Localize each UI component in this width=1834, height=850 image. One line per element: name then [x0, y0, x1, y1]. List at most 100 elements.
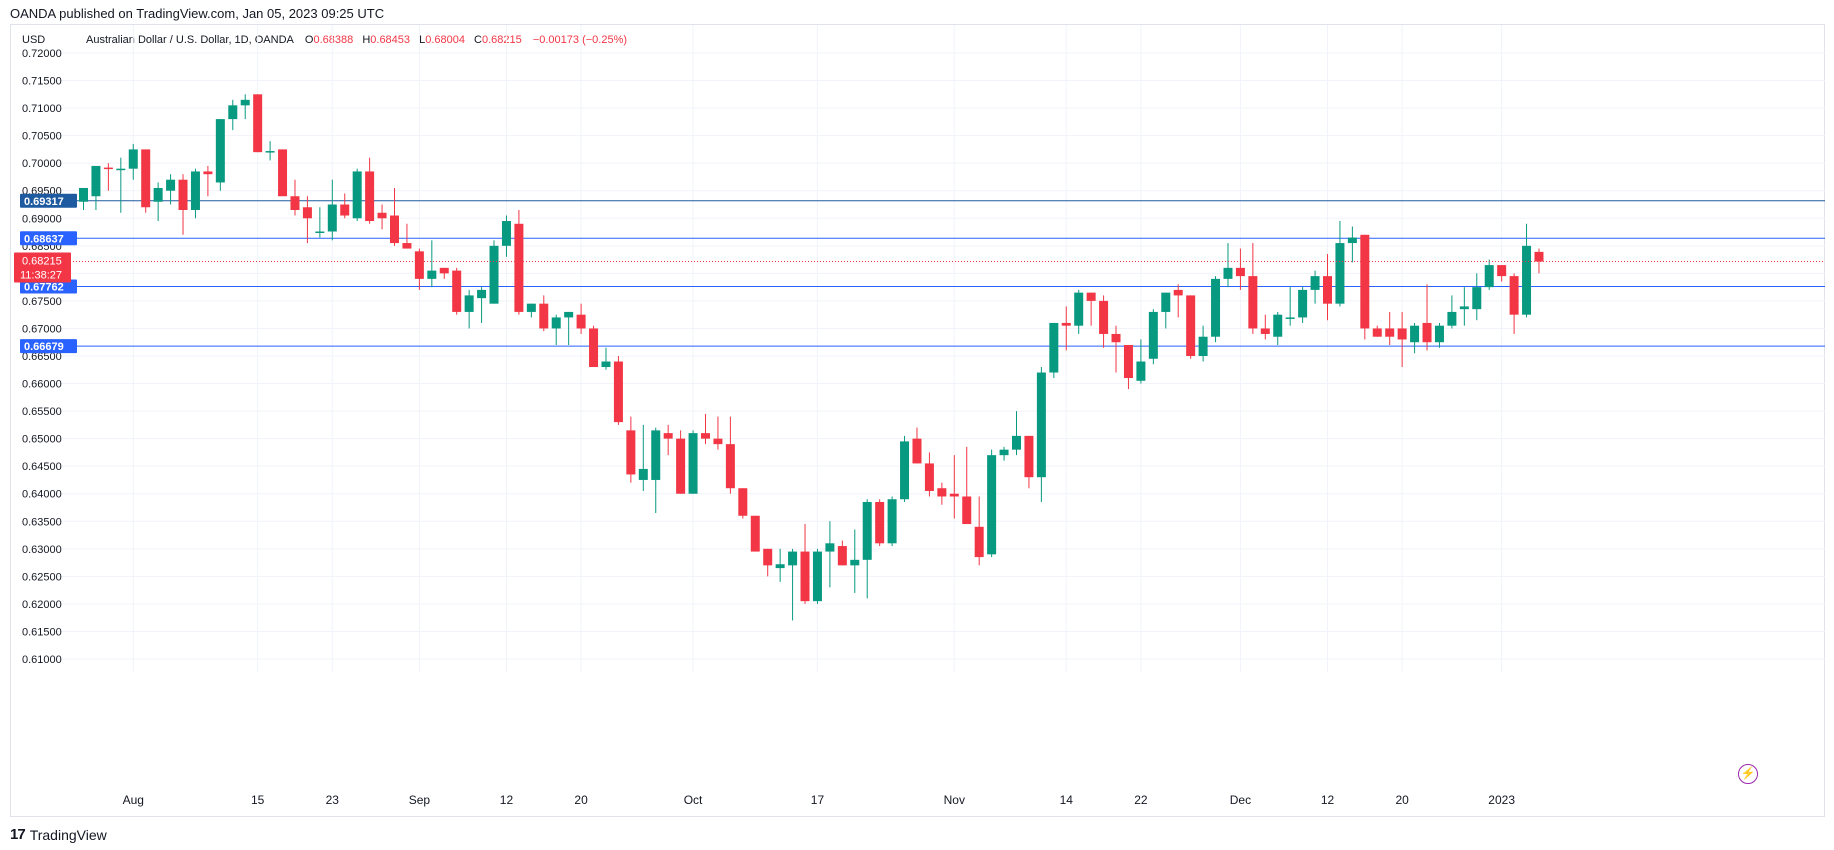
candle-body[interactable] — [887, 499, 897, 544]
candle-body[interactable] — [1012, 435, 1021, 450]
candle-body[interactable] — [178, 179, 188, 211]
candle-body[interactable] — [875, 501, 885, 544]
candle-body[interactable] — [166, 179, 176, 191]
candle-body[interactable] — [340, 204, 350, 216]
candle-body[interactable] — [103, 167, 113, 170]
candle-body[interactable] — [1061, 322, 1071, 326]
candle-body[interactable] — [1434, 325, 1444, 343]
candle-body[interactable] — [1049, 322, 1059, 373]
candle-body[interactable] — [1372, 328, 1382, 337]
candle-body[interactable] — [626, 430, 636, 475]
candle-body[interactable] — [713, 438, 723, 445]
candle-body[interactable] — [526, 303, 536, 312]
candle-body[interactable] — [1186, 295, 1196, 356]
candle-body[interactable] — [352, 171, 362, 219]
candle-body[interactable] — [439, 267, 449, 274]
candle-body[interactable] — [1173, 289, 1183, 296]
candle-body[interactable] — [1484, 265, 1494, 288]
candle-body[interactable] — [651, 430, 661, 480]
candle-body[interactable] — [1285, 317, 1295, 319]
candle-body[interactable] — [937, 488, 947, 497]
candle-body[interactable] — [1472, 287, 1482, 310]
candle-body[interactable] — [962, 496, 972, 525]
candle-body[interactable] — [91, 165, 101, 197]
candle-body[interactable] — [1347, 237, 1357, 244]
candle-body[interactable] — [414, 251, 424, 279]
candle-body[interactable] — [1198, 336, 1208, 356]
lightning-icon[interactable]: ⚡ — [1738, 764, 1758, 784]
candle-body[interactable] — [725, 444, 735, 489]
candle-body[interactable] — [1123, 344, 1133, 379]
candle-body[interactable] — [203, 171, 213, 175]
candle-body[interactable] — [1161, 292, 1171, 312]
candle-body[interactable] — [1273, 314, 1283, 337]
candle-body[interactable] — [1024, 435, 1034, 478]
candle-body[interactable] — [1534, 251, 1544, 262]
candle-body[interactable] — [253, 94, 263, 153]
candle-body[interactable] — [812, 551, 822, 602]
candle-body[interactable] — [79, 187, 88, 202]
candle-body[interactable] — [1459, 306, 1469, 310]
candle-body[interactable] — [477, 289, 487, 299]
candle-body[interactable] — [128, 149, 138, 169]
candle-body[interactable] — [663, 433, 673, 439]
candle-body[interactable] — [800, 551, 810, 602]
candle-body[interactable] — [452, 270, 462, 312]
candle-body[interactable] — [377, 212, 387, 219]
candle-body[interactable] — [1099, 300, 1109, 334]
candle-body[interactable] — [1422, 322, 1432, 343]
candle-body[interactable] — [501, 221, 511, 246]
candle-body[interactable] — [613, 361, 623, 423]
candle-body[interactable] — [912, 438, 922, 464]
candle-body[interactable] — [1211, 278, 1221, 337]
candle-body[interactable] — [427, 270, 437, 279]
candle-body[interactable] — [1036, 372, 1046, 478]
candle-body[interactable] — [999, 449, 1009, 456]
candle-body[interactable] — [900, 441, 910, 500]
tradingview-logo[interactable]: 17 TradingView — [10, 826, 107, 843]
candle-body[interactable] — [302, 207, 312, 219]
candle-body[interactable] — [116, 168, 126, 171]
candle-body[interactable] — [1298, 289, 1308, 318]
candle-body[interactable] — [514, 223, 524, 312]
candle-body[interactable] — [676, 438, 686, 494]
candle-body[interactable] — [1086, 292, 1096, 301]
candle-body[interactable] — [862, 501, 872, 560]
candle-body[interactable] — [949, 493, 959, 497]
candle-body[interactable] — [402, 243, 412, 249]
candle-body[interactable] — [228, 105, 238, 120]
candle-body[interactable] — [1235, 267, 1245, 277]
candle-body[interactable] — [1323, 276, 1332, 304]
candle-body[interactable] — [589, 328, 599, 368]
candle-body[interactable] — [601, 361, 611, 368]
candle-body[interactable] — [763, 548, 773, 566]
candle-body[interactable] — [850, 559, 860, 566]
candle-body[interactable] — [1310, 276, 1320, 290]
candle-body[interactable] — [153, 187, 163, 202]
candle-body[interactable] — [1360, 234, 1370, 329]
candle-body[interactable] — [1248, 276, 1258, 329]
candle-body[interactable] — [539, 303, 549, 329]
candle-body[interactable] — [1136, 361, 1146, 381]
candle-body[interactable] — [688, 433, 698, 494]
candle-body[interactable] — [1397, 328, 1407, 340]
candle-body[interactable] — [1335, 243, 1345, 304]
candle-body[interactable] — [1074, 292, 1084, 326]
candle-body[interactable] — [215, 119, 225, 183]
candle-body[interactable] — [278, 149, 288, 197]
candle-body[interactable] — [489, 245, 499, 304]
candle-body[interactable] — [1260, 328, 1270, 334]
candle-body[interactable] — [265, 151, 275, 153]
candle-body[interactable] — [327, 204, 337, 232]
candle-body[interactable] — [1385, 328, 1395, 337]
candle-body[interactable] — [1410, 325, 1420, 343]
candle-body[interactable] — [1111, 333, 1121, 343]
candle-body[interactable] — [825, 543, 835, 552]
candle-body[interactable] — [638, 468, 648, 480]
candle-body[interactable] — [365, 171, 375, 222]
candle-body[interactable] — [190, 171, 200, 211]
candle-body[interactable] — [1509, 276, 1519, 315]
candle-body[interactable] — [974, 526, 984, 558]
candle-body[interactable] — [775, 564, 785, 569]
candle-body[interactable] — [141, 149, 151, 208]
